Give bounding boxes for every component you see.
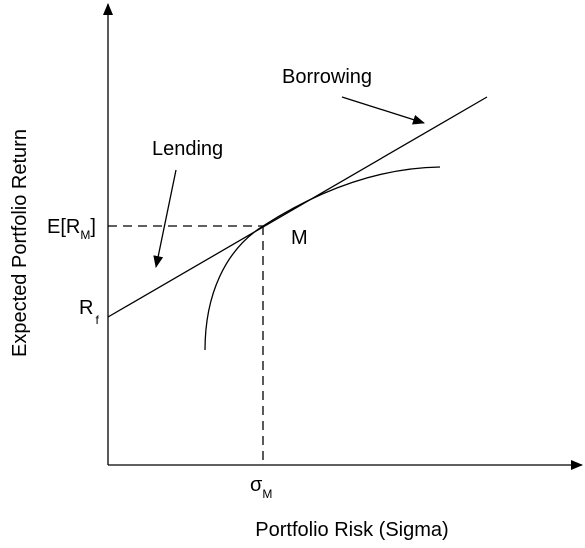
y-axis-label: Expected Portfolio Return: [9, 129, 31, 357]
borrowing-arrow: [341, 96, 425, 125]
tick-text: ]: [90, 216, 96, 238]
capital-market-line: [107, 96, 488, 318]
efficient-frontier: [204, 166, 441, 351]
tick-subscript: M: [262, 487, 272, 501]
lending-arrow: [153, 169, 177, 268]
tick-subscript: M: [80, 228, 90, 242]
market-portfolio-label: M: [291, 227, 308, 249]
tick-text: R: [79, 297, 93, 319]
tick-text: σ: [250, 474, 263, 496]
tick-subscript: f: [95, 313, 99, 327]
sigma-tick: σM: [250, 474, 272, 501]
x-axis-label: Portfolio Risk (Sigma): [255, 519, 448, 541]
tick-text: E[R: [47, 216, 80, 238]
risk-free-tick: Rf: [79, 297, 99, 327]
lending-label: Lending: [152, 138, 223, 160]
borrowing-label: Borrowing: [282, 66, 372, 88]
expected-return-tick: E[RM]: [47, 216, 96, 242]
